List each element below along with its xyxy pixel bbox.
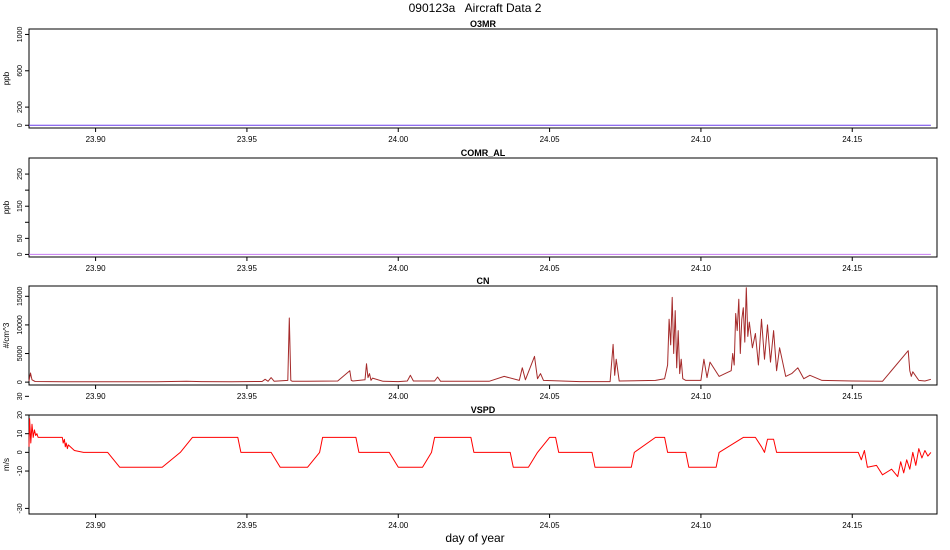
x-tick-label: 24.05	[540, 264, 561, 273]
panel-title: VSPD	[471, 405, 496, 415]
plot-frame	[28, 285, 938, 386]
y-axis-label: ppb	[2, 200, 11, 214]
plot-frame	[28, 414, 938, 515]
chart-panel-o3mr: O3MR ppb 23.90 23.95 24.00 24.05 24.10 24.15 0 20…	[2, 19, 938, 144]
y-axis-label: m/s	[2, 458, 11, 471]
x-tick-label: 23.90	[86, 135, 107, 144]
x-tick-label: 23.95	[237, 521, 258, 530]
plot-frame	[28, 157, 938, 258]
x-tick-label: 24.00	[388, 521, 409, 530]
y-tick-label: 50	[17, 234, 24, 242]
y-tick-label: 15000	[17, 286, 24, 306]
x-tick-label: 23.95	[237, 392, 258, 401]
x-tick-label: 24.15	[842, 521, 863, 530]
y-tick-label: 0	[17, 380, 24, 384]
y-tick-label: 5000	[17, 346, 24, 362]
panel-title: O3MR	[470, 19, 497, 29]
y-tick-label: 0	[17, 252, 24, 256]
y-tick-label: 250	[17, 168, 24, 180]
series-line-vspd	[28, 418, 932, 478]
page-title: 090123a Aircraft Data 2	[408, 1, 542, 15]
x-tick-label: 24.15	[842, 135, 863, 144]
chart-panel-vspd: VSPD m/s 23.90 23.95 24.00 24.05 24.10 24.15 -30…	[2, 392, 938, 530]
y-tick-label: 0	[17, 123, 24, 127]
y-tick-label: 10000	[17, 315, 24, 335]
plot-frame	[28, 28, 938, 129]
x-tick-label: 24.10	[691, 135, 712, 144]
y-tick-label: 20	[17, 411, 24, 419]
x-tick-label: 24.15	[842, 264, 863, 273]
x-tick-label: 23.95	[237, 264, 258, 273]
y-tick-label: 30	[17, 392, 24, 400]
y-tick-label: 150	[17, 200, 24, 212]
x-tick-label: 24.10	[691, 264, 712, 273]
y-axis-label: #/cm^3	[2, 322, 11, 348]
x-tick-label: 24.00	[388, 392, 409, 401]
x-tick-label: 24.10	[691, 392, 712, 401]
y-axis-label: ppb	[2, 71, 11, 85]
y-tick-label: 10	[17, 430, 24, 438]
x-tick-label: 24.00	[388, 264, 409, 273]
x-tick-label: 24.05	[540, 135, 561, 144]
x-tick-label: 24.10	[691, 521, 712, 530]
x-tick-label: 23.90	[86, 264, 107, 273]
x-tick-label: 24.05	[540, 392, 561, 401]
x-tick-label: 24.05	[540, 521, 561, 530]
x-tick-label: 24.00	[388, 135, 409, 144]
panel-title: CN	[477, 276, 490, 286]
series-line-cn	[28, 287, 932, 383]
y-tick-label: -10	[17, 466, 24, 476]
y-tick-label: -30	[17, 503, 24, 513]
y-tick-label: 200	[17, 101, 24, 113]
y-tick-label: 0	[17, 450, 24, 454]
x-tick-label: 23.90	[86, 392, 107, 401]
chart-panel-cn: CN #/cm^3 23.90 23.95 24.00 24.05 24.10 24.15 0 5…	[2, 276, 938, 401]
x-tick-label: 23.90	[86, 521, 107, 530]
x-tick-label: 23.95	[237, 135, 258, 144]
x-tick-label: 24.15	[842, 392, 863, 401]
panel-title: COMR_AL	[461, 148, 506, 158]
y-tick-label: 600	[17, 65, 24, 77]
x-axis-label: day of year	[445, 531, 505, 545]
y-tick-label: 1000	[17, 27, 24, 43]
